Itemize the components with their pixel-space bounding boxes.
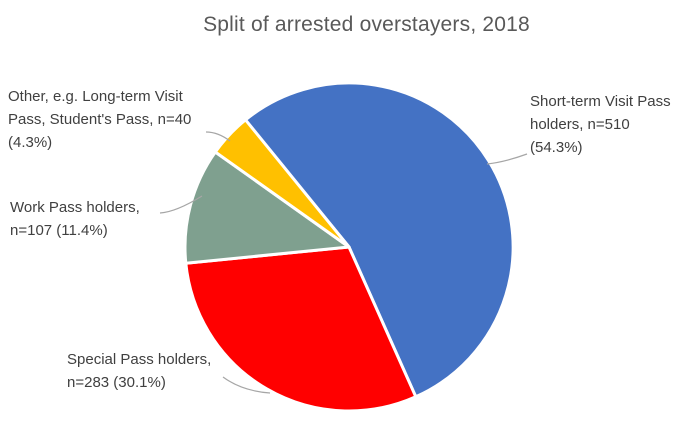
- label-other-line1: Other, e.g. Long-term Visit: [8, 88, 183, 105]
- label-work-line2: n=107 (11.4%): [10, 222, 108, 239]
- pie-slices-group: [183, 81, 515, 413]
- label-work-line1: Work Pass holders,: [10, 199, 140, 216]
- leader-line-special-pass: [222, 376, 271, 394]
- leader-line-short-term: [486, 153, 528, 165]
- pie-slice-special-pass: [184, 245, 418, 413]
- chart-title: Split of arrested overstayers, 2018: [203, 13, 530, 36]
- label-special-line1: Special Pass holders,: [67, 351, 212, 368]
- pie-slice-short-term-visit-pass: [243, 81, 515, 399]
- label-short-line3: (54.3%): [530, 139, 583, 156]
- leader-line-work-pass: [159, 195, 203, 214]
- label-other-line3: (4.3%): [8, 134, 53, 151]
- label-special-pass: Special Pass holders, n=283 (30.1%): [67, 348, 211, 394]
- label-special-line2: n=283 (30.1%): [67, 374, 166, 391]
- label-short-line2: holders, n=510: [530, 116, 630, 133]
- pie-slice-other: [213, 118, 351, 249]
- pie-slice-work-pass: [183, 150, 351, 265]
- label-other: Other, e.g. Long-term Visit Pass, Studen…: [8, 85, 191, 154]
- label-work-pass: Work Pass holders, n=107 (11.4%): [10, 196, 140, 242]
- leader-line-other: [205, 131, 231, 142]
- label-other-line2: Pass, Student's Pass, n=40: [8, 111, 192, 128]
- label-short-line1: Short-term Visit Pass: [530, 93, 671, 110]
- leader-lines-group: [159, 131, 528, 394]
- label-short-term-visit-pass: Short-term Visit Pass holders, n=510 (54…: [530, 90, 671, 159]
